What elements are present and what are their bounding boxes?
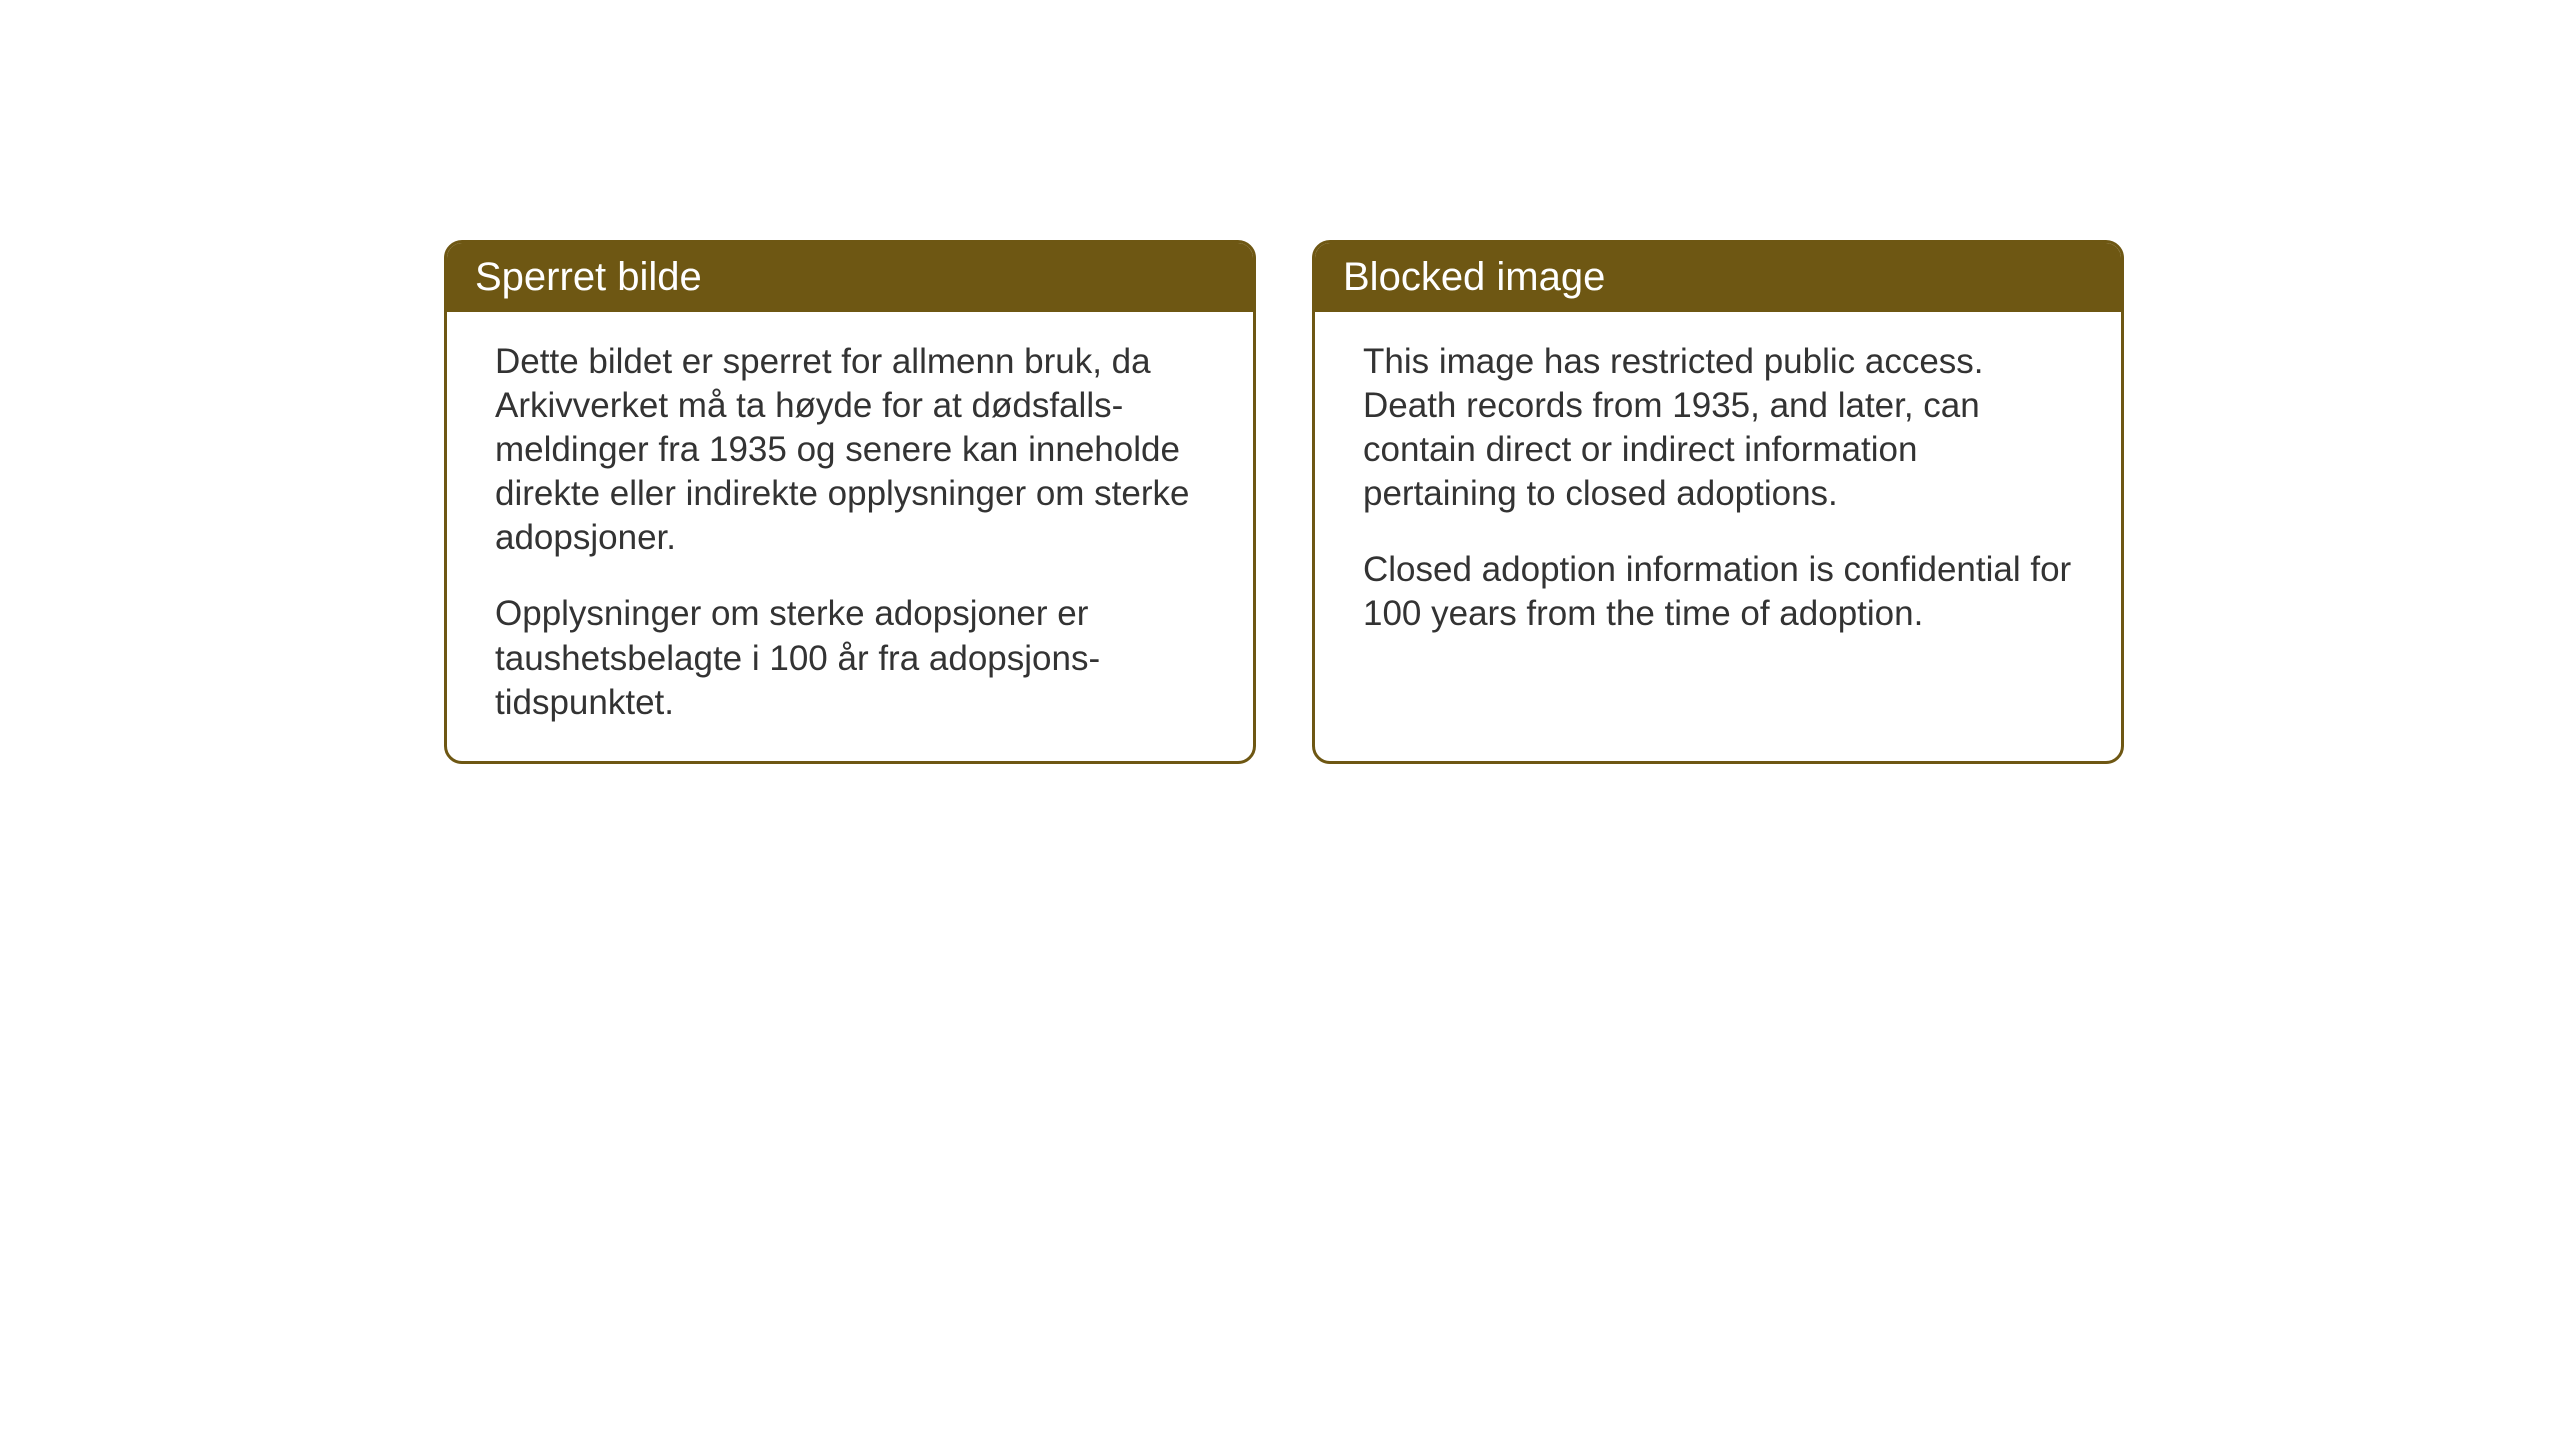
card-paragraph-2-english: Closed adoption information is confident… [1363,548,2073,636]
card-paragraph-1-norwegian: Dette bildet er sperret for allmenn bruk… [495,340,1205,560]
card-header-norwegian: Sperret bilde [447,243,1253,312]
notice-card-norwegian: Sperret bilde Dette bildet er sperret fo… [444,240,1256,764]
card-title-english: Blocked image [1343,255,1605,299]
card-body-norwegian: Dette bildet er sperret for allmenn bruk… [447,312,1253,761]
card-title-norwegian: Sperret bilde [475,255,702,299]
card-paragraph-1-english: This image has restricted public access.… [1363,340,2073,516]
card-paragraph-2-norwegian: Opplysninger om sterke adopsjoner er tau… [495,592,1205,724]
notice-cards-container: Sperret bilde Dette bildet er sperret fo… [444,240,2124,764]
card-body-english: This image has restricted public access.… [1315,312,2121,673]
card-header-english: Blocked image [1315,243,2121,312]
notice-card-english: Blocked image This image has restricted … [1312,240,2124,764]
